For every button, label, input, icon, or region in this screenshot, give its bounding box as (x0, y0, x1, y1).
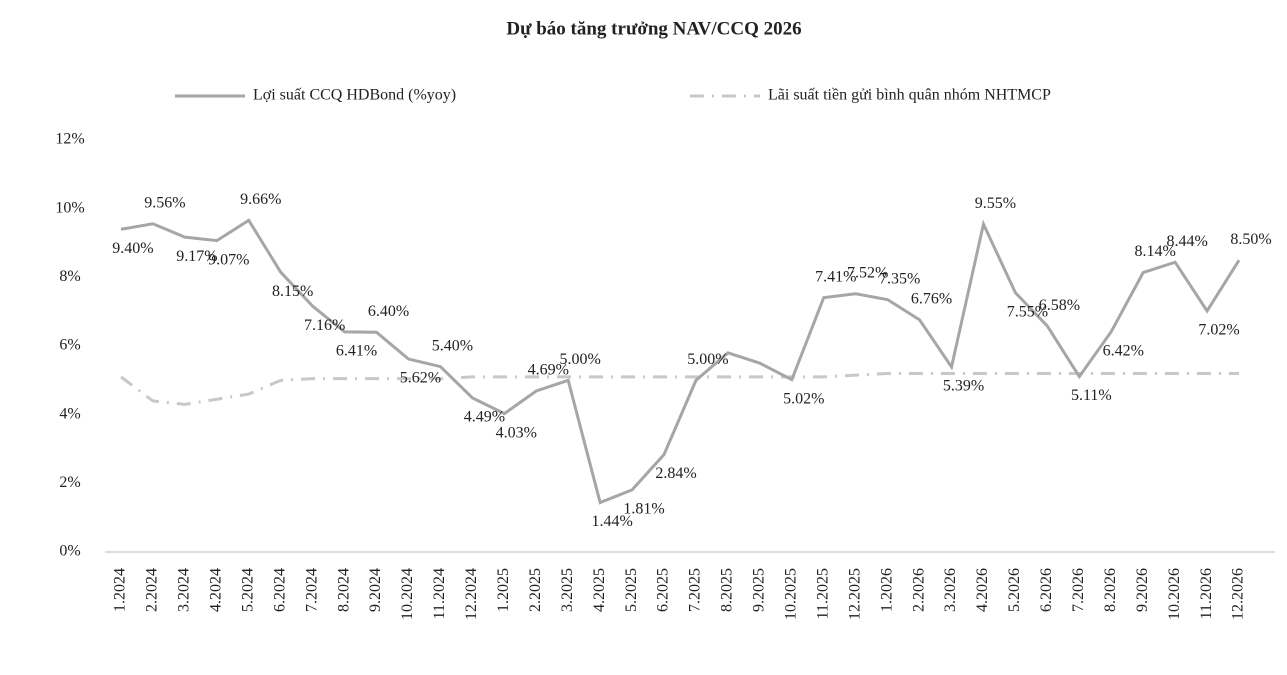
data-label: 5.39% (943, 378, 984, 395)
data-label: 6.58% (1039, 297, 1080, 314)
x-tick-label: 3.2025 (559, 568, 576, 612)
y-tick-label: 10% (55, 199, 84, 216)
data-label: 7.52% (847, 264, 888, 281)
series-line (120, 218, 1241, 505)
data-label: 5.00% (687, 351, 728, 368)
x-tick-label: 9.2025 (751, 568, 768, 612)
data-label: 9.17% (176, 248, 217, 265)
x-tick-label: 7.2024 (303, 568, 320, 612)
data-label: 4.49% (464, 409, 505, 426)
x-tick-label: 1.2026 (878, 568, 895, 612)
y-tick-label: 2% (59, 474, 80, 491)
x-tick-label: 10.2025 (782, 568, 799, 620)
x-tick-label: 3.2024 (176, 568, 193, 612)
data-label: 5.00% (560, 351, 601, 368)
x-tick-label: 4.2025 (591, 568, 608, 612)
x-tick-label: 2.2024 (144, 568, 161, 612)
data-label: 5.11% (1071, 387, 1112, 404)
x-tick-label: 6.2024 (271, 568, 288, 612)
x-tick-label: 8.2025 (719, 568, 736, 612)
data-label: 6.76% (911, 291, 952, 308)
data-label: 8.14% (1135, 243, 1176, 260)
x-tick-label: 4.2024 (207, 568, 224, 612)
y-tick-label: 12% (55, 131, 84, 148)
x-tick-label: 12.2026 (1230, 568, 1247, 620)
data-label: 7.41% (815, 268, 856, 285)
y-tick-label: 6% (59, 337, 80, 354)
x-tick-label: 7.2026 (1070, 568, 1087, 612)
x-tick-label: 6.2025 (655, 568, 672, 612)
data-label: 1.44% (591, 513, 632, 530)
x-tick-label: 12.2025 (846, 568, 863, 620)
x-tick-label: 11.2026 (1198, 568, 1215, 619)
x-tick-label: 4.2026 (974, 568, 991, 612)
data-label: 8.44% (1166, 233, 1207, 250)
data-label: 7.55% (1007, 303, 1048, 320)
data-label: 5.62% (400, 370, 441, 387)
x-tick-label: 7.2025 (687, 568, 704, 612)
y-tick-label: 4% (59, 405, 80, 422)
x-tick-label: 1.2024 (112, 568, 129, 612)
x-tick-label: 5.2026 (1006, 568, 1023, 612)
data-label: 8.15% (272, 283, 313, 300)
x-tick-label: 5.2024 (239, 568, 256, 612)
x-tick-label: 1.2025 (495, 568, 512, 612)
x-tick-label: 10.2024 (399, 568, 416, 620)
data-label: 6.41% (336, 343, 377, 360)
data-label: 2.84% (655, 465, 696, 482)
x-tick-label: 9.2026 (1134, 568, 1151, 612)
data-label: 6.42% (1103, 342, 1144, 359)
data-label: 5.02% (783, 390, 824, 407)
data-label: 4.03% (496, 424, 537, 441)
x-tick-label: 8.2024 (335, 568, 352, 612)
x-tick-label: 2.2025 (527, 568, 544, 612)
x-tick-label: 12.2024 (463, 568, 480, 620)
y-tick-label: 8% (59, 268, 80, 285)
chart-title: Dự báo tăng trưởng NAV/CCQ 2026 (506, 18, 801, 39)
data-label: 7.16% (304, 317, 345, 334)
x-tick-label: 11.2025 (814, 568, 831, 619)
data-label: 9.66% (240, 191, 281, 208)
x-tick-label: 11.2024 (431, 568, 448, 619)
data-label: 9.55% (975, 195, 1016, 212)
data-label: 5.40% (432, 337, 473, 354)
y-tick-label: 0% (59, 543, 80, 560)
data-label: 6.40% (368, 303, 409, 320)
legend-label: Lãi suất tiền gửi bình quân nhóm NHTMCP (768, 87, 1051, 104)
data-label: 4.69% (528, 362, 569, 379)
x-tick-label: 3.2026 (942, 568, 959, 612)
data-label: 9.56% (144, 194, 185, 211)
data-label: 8.50% (1230, 231, 1271, 248)
data-label: 7.35% (879, 270, 920, 287)
data-label: 9.40% (112, 240, 153, 257)
legend-label: Lợi suất CCQ HDBond (%yoy) (253, 87, 456, 104)
data-label: 7.02% (1198, 322, 1239, 339)
x-tick-label: 6.2026 (1038, 568, 1055, 612)
x-tick-label: 9.2024 (367, 568, 384, 612)
data-label: 1.81% (623, 501, 664, 518)
x-tick-label: 5.2025 (623, 568, 640, 612)
series-line (120, 371, 1240, 406)
x-tick-label: 2.2026 (910, 568, 927, 612)
x-tick-label: 10.2026 (1166, 568, 1183, 620)
x-tick-label: 8.2026 (1102, 568, 1119, 612)
data-label: 9.07% (208, 251, 249, 268)
